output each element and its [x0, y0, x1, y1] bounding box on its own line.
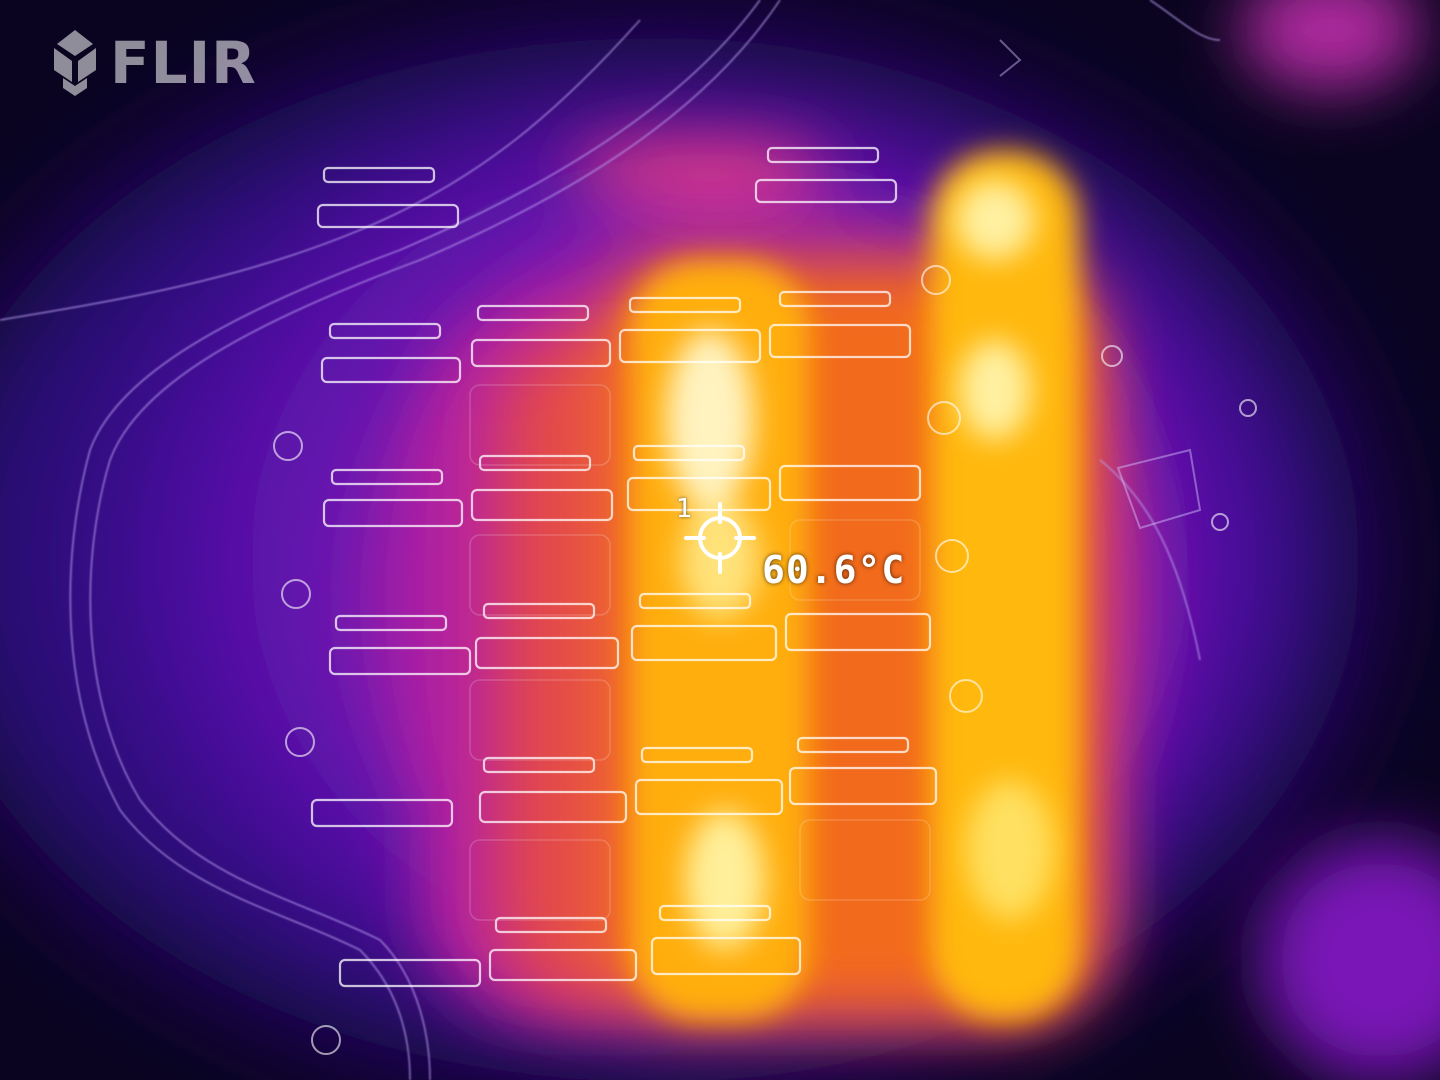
flir-logo: FLIR	[46, 30, 257, 96]
flir-diamond-logo-icon	[54, 30, 96, 96]
spot-temperature-reading: 60.6°C	[762, 548, 906, 592]
logo-text: FLIR	[110, 29, 257, 97]
crosshair-icon	[684, 502, 756, 574]
spot-meter-index: 1	[676, 494, 693, 524]
